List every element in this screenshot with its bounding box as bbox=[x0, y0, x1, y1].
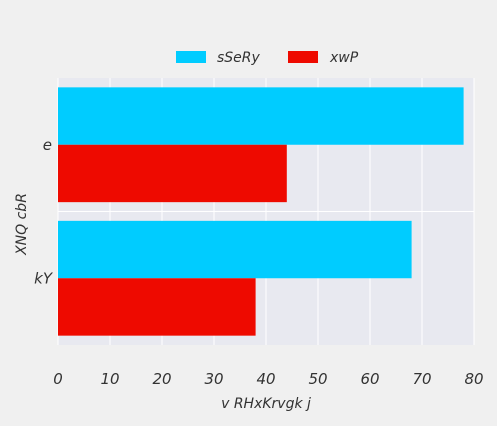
y-tick-label: kY bbox=[34, 269, 54, 287]
x-tick-label: 30 bbox=[204, 370, 223, 388]
x-axis-title: v RHxKrvgk j bbox=[221, 396, 311, 412]
x-tick-labels: 0 10 20 30 40 50 60 70 80 bbox=[53, 370, 483, 388]
x-tick-label: 80 bbox=[464, 370, 483, 388]
x-tick-label: 60 bbox=[360, 370, 379, 388]
bar-xwP-kY bbox=[58, 278, 256, 336]
y-tick-label: e bbox=[43, 136, 52, 154]
x-tick-label: 70 bbox=[412, 370, 431, 388]
x-tick-label: 20 bbox=[152, 370, 171, 388]
x-tick-label: 10 bbox=[100, 370, 119, 388]
legend: sSeRy xwP bbox=[176, 50, 359, 66]
x-tick-label: 40 bbox=[256, 370, 275, 388]
y-axis-title: XNQ cbR bbox=[14, 193, 30, 256]
bar-sSeRy-kY bbox=[58, 220, 412, 279]
bars bbox=[58, 87, 464, 336]
bar-xwP-e bbox=[58, 144, 287, 203]
x-tick-label: 50 bbox=[308, 370, 327, 388]
bar-sSeRy-e bbox=[58, 87, 464, 145]
legend-label-series-1: sSeRy bbox=[217, 50, 261, 66]
legend-swatch-series-1 bbox=[176, 51, 206, 63]
legend-label-series-2: xwP bbox=[329, 50, 359, 66]
x-tick-label: 0 bbox=[53, 370, 63, 388]
y-tick-labels: e kY bbox=[34, 136, 54, 288]
legend-swatch-series-2 bbox=[288, 51, 318, 63]
